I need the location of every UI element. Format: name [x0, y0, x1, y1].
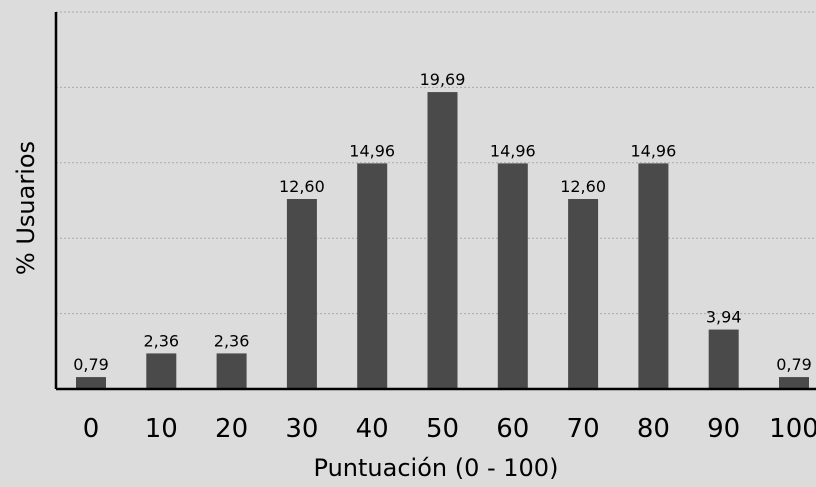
x-tick-label-90: 90	[707, 414, 740, 444]
x-axis-title: Puntuación (0 - 100)	[314, 454, 559, 482]
data-labels-group: 0,79 2,36 2,36 12,60 14,96 19,69 14,96 12,60 14,…	[73, 70, 812, 374]
data-label-80: 14,96	[630, 141, 676, 160]
bar-90	[708, 329, 739, 389]
data-label-20: 2,36	[214, 331, 250, 350]
bars-group	[76, 92, 809, 389]
y-axis-title: % Usuarios	[12, 141, 40, 275]
bar-100	[779, 377, 809, 389]
x-tick-label-80: 80	[637, 414, 670, 444]
bar-60	[497, 163, 528, 389]
bar-0	[76, 377, 106, 389]
data-label-100: 0,79	[776, 355, 812, 374]
data-label-50: 19,69	[420, 70, 466, 89]
bar-10	[146, 353, 177, 389]
bar-80	[638, 163, 669, 389]
data-label-90: 3,94	[706, 308, 742, 327]
bar-50	[427, 92, 458, 389]
data-label-70: 12,60	[560, 177, 606, 196]
x-tick-label-60: 60	[496, 414, 529, 444]
x-tick-label-20: 20	[215, 414, 248, 444]
data-label-60: 14,96	[490, 141, 536, 160]
bar-70	[568, 198, 599, 389]
x-tick-label-30: 30	[285, 414, 318, 444]
data-label-30: 12,60	[279, 177, 325, 196]
data-label-0: 0,79	[73, 355, 109, 374]
x-tick-label-0: 0	[83, 414, 100, 444]
data-label-10: 2,36	[143, 331, 179, 350]
x-tick-labels-group: 0 10 20 30 40 50 60 70 80 90 100	[83, 414, 816, 444]
bar-30	[286, 198, 317, 389]
data-label-40: 14,96	[349, 141, 395, 160]
x-tick-label-100: 100	[769, 414, 816, 444]
x-tick-label-50: 50	[426, 414, 459, 444]
x-tick-label-10: 10	[145, 414, 178, 444]
x-tick-label-40: 40	[356, 414, 389, 444]
bar-20	[216, 353, 247, 389]
bar-40	[357, 163, 388, 389]
x-tick-label-70: 70	[567, 414, 600, 444]
